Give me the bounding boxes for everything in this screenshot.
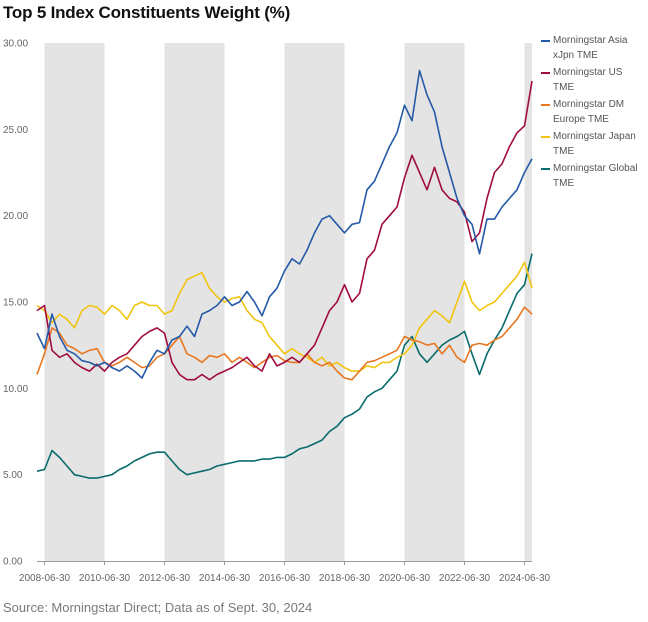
series-line-morningstar-asia-xjpn-tme: [36, 69, 533, 379]
chart-title: Top 5 Index Constituents Weight (%): [3, 3, 291, 22]
y-tick-label: 20.00: [3, 211, 28, 222]
legend-item[interactable]: Morningstar US TME: [541, 65, 646, 95]
x-tick-label: 2012-06-30: [139, 573, 191, 584]
legend-swatch: [541, 136, 550, 138]
legend-item[interactable]: Morningstar DM Europe TME: [541, 97, 646, 127]
legend-swatch: [541, 72, 550, 74]
x-tick-label: 2020-06-30: [379, 573, 431, 584]
legend-swatch: [541, 40, 550, 42]
series-line-morningstar-global-tme: [36, 253, 533, 479]
y-axis: 0.00 5.00 10.00 15.00 20.00 25.00 30.00: [3, 39, 28, 568]
x-tick-label: 2010-06-30: [79, 573, 131, 584]
legend-label: Morningstar Asia xJpn TME: [553, 35, 628, 61]
shaded-band: [524, 43, 532, 561]
x-tick-label: 2016-06-30: [259, 573, 311, 584]
shaded-band: [404, 43, 465, 561]
legend-item[interactable]: Morningstar Global TME: [541, 161, 646, 191]
shaded-band: [284, 43, 345, 561]
y-tick-label: 15.00: [3, 298, 28, 309]
legend: Morningstar Asia xJpn TME Morningstar US…: [541, 33, 646, 193]
y-tick-label: 30.00: [3, 39, 28, 50]
y-tick-label: 0.00: [3, 557, 23, 568]
legend-label: Morningstar Japan TME: [553, 131, 636, 157]
legend-item[interactable]: Morningstar Asia xJpn TME: [541, 33, 646, 63]
source-note: Source: Morningstar Direct; Data as of S…: [3, 600, 313, 615]
legend-item[interactable]: Morningstar Japan TME: [541, 129, 646, 159]
x-axis: 2008-06-30 2010-06-30 2012-06-30 2014-06-30…: [19, 561, 551, 584]
shaded-band: [164, 43, 225, 561]
shaded-band: [44, 43, 105, 561]
series-line-morningstar-dm-europe-tme: [36, 306, 533, 381]
x-tick-label: 2008-06-30: [19, 573, 71, 584]
legend-swatch: [541, 168, 550, 170]
x-tick-label: 2022-06-30: [439, 573, 491, 584]
series-lines: [36, 69, 533, 479]
legend-label: Morningstar US TME: [553, 67, 623, 93]
legend-label: Morningstar Global TME: [553, 163, 638, 189]
line-chart: 0.00 5.00 10.00 15.00 20.00 25.00 30.00 2008-0…: [3, 39, 551, 585]
y-tick-label: 25.00: [3, 125, 28, 136]
series-line-morningstar-us-tme: [36, 80, 533, 381]
shaded-bands: [44, 43, 532, 561]
legend-label: Morningstar DM Europe TME: [553, 99, 625, 125]
y-tick-label: 10.00: [3, 384, 28, 395]
x-tick-label: 2018-06-30: [319, 573, 371, 584]
x-tick-label: 2024-06-30: [499, 573, 551, 584]
y-tick-label: 5.00: [3, 470, 23, 481]
x-tick-label: 2014-06-30: [199, 573, 251, 584]
series-line-morningstar-japan-tme: [36, 261, 533, 372]
legend-swatch: [541, 104, 550, 106]
